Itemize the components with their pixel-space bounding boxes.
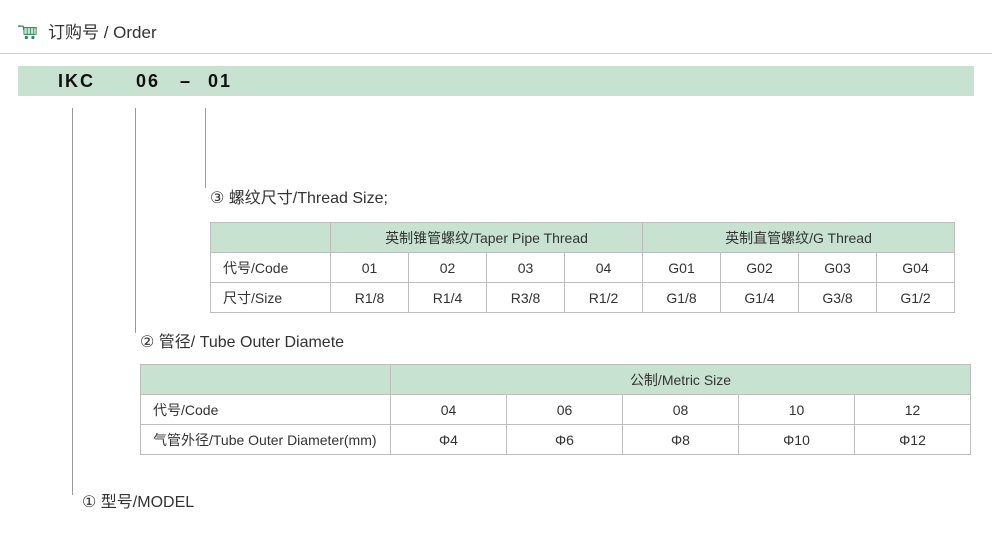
cell: Φ12: [855, 425, 971, 455]
connector-line-3: [205, 108, 206, 188]
row-code-label: 代号/Code: [211, 253, 331, 283]
thread-size-table: 英制锥管螺纹/Taper Pipe Thread 英制直管螺纹/G Thread…: [210, 222, 955, 313]
cell: G1/4: [721, 283, 799, 313]
cell: Φ4: [391, 425, 507, 455]
row-diam-label: 气管外径/Tube Outer Diameter(mm): [141, 425, 391, 455]
cell: G01: [643, 253, 721, 283]
th-blank: [211, 223, 331, 253]
cell: 08: [623, 395, 739, 425]
th-gthread: 英制直管螺纹/G Thread: [643, 223, 955, 253]
order-seg-model: IKC: [58, 71, 95, 92]
cart-icon: [18, 22, 38, 40]
header-title: 订购号 / Order: [48, 18, 157, 43]
cell: 02: [409, 253, 487, 283]
order-dash: –: [180, 71, 190, 92]
cell: G3/8: [799, 283, 877, 313]
cell: Φ8: [623, 425, 739, 455]
cell: R1/8: [331, 283, 409, 313]
cell: G04: [877, 253, 955, 283]
section3-title: ③ 螺纹尺寸/Thread Size;: [210, 184, 955, 208]
section2-title: ② 管径/ Tube Outer Diamete: [140, 328, 971, 352]
order-seg-tube: 06: [136, 71, 160, 92]
cell: 06: [507, 395, 623, 425]
header: 订购号 / Order: [0, 0, 992, 54]
table-row: 代号/Code 01 02 03 04 G01 G02 G03 G04: [211, 253, 955, 283]
section3-num: ③: [210, 188, 224, 208]
section-thread-size: ③ 螺纹尺寸/Thread Size; 英制锥管螺纹/Taper Pipe Th…: [210, 184, 955, 313]
row-code-label2: 代号/Code: [141, 395, 391, 425]
section3-title-text: 螺纹尺寸/Thread Size;: [229, 190, 388, 207]
section-model: ① 型号/MODEL: [82, 488, 194, 512]
section1-title-text: 型号/MODEL: [101, 494, 194, 511]
cell: 10: [739, 395, 855, 425]
cell: R3/8: [487, 283, 565, 313]
cell: G1/2: [877, 283, 955, 313]
section1-num: ①: [82, 492, 96, 512]
cell: Φ10: [739, 425, 855, 455]
section2-num: ②: [140, 332, 154, 352]
cell: 12: [855, 395, 971, 425]
cell: 04: [565, 253, 643, 283]
order-code-bar: IKC 06 – 01: [18, 66, 974, 96]
order-seg-thread: 01: [208, 71, 232, 92]
cell: R1/4: [409, 283, 487, 313]
table-row: 代号/Code 04 06 08 10 12: [141, 395, 971, 425]
section1-title: ① 型号/MODEL: [82, 488, 194, 512]
tube-diameter-table: 公制/Metric Size 代号/Code 04 06 08 10 12 气管…: [140, 364, 971, 455]
cell: 01: [331, 253, 409, 283]
cell: 03: [487, 253, 565, 283]
connector-line-1: [72, 108, 73, 495]
table-row: 尺寸/Size R1/8 R1/4 R3/8 R1/2 G1/8 G1/4 G3…: [211, 283, 955, 313]
section2-title-text: 管径/ Tube Outer Diamete: [159, 334, 344, 351]
th-metric: 公制/Metric Size: [391, 365, 971, 395]
cell: 04: [391, 395, 507, 425]
table-row: 气管外径/Tube Outer Diameter(mm) Φ4 Φ6 Φ8 Φ1…: [141, 425, 971, 455]
cell: Φ6: [507, 425, 623, 455]
connector-line-2: [135, 108, 136, 333]
th-taper: 英制锥管螺纹/Taper Pipe Thread: [331, 223, 643, 253]
th-blank2: [141, 365, 391, 395]
cell: R1/2: [565, 283, 643, 313]
section-tube-diameter: ② 管径/ Tube Outer Diamete 公制/Metric Size …: [140, 328, 971, 455]
cell: G03: [799, 253, 877, 283]
row-size-label: 尺寸/Size: [211, 283, 331, 313]
cell: G1/8: [643, 283, 721, 313]
cell: G02: [721, 253, 799, 283]
